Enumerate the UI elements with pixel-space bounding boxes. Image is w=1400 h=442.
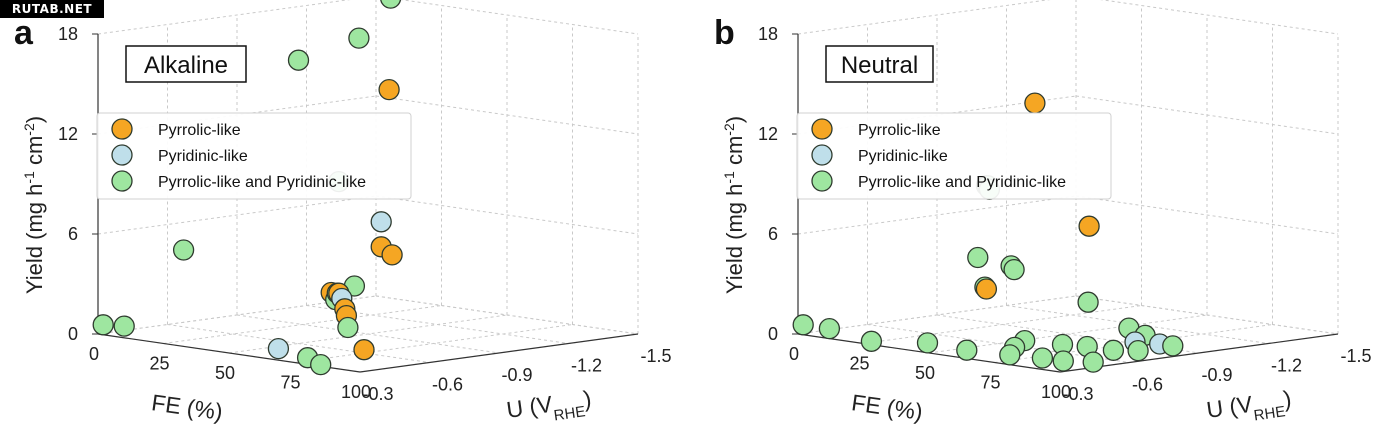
condition-box: Alkaline — [125, 45, 247, 83]
data-point-both — [1003, 258, 1025, 281]
axes — [97, 34, 639, 373]
u-axis-label: U (VRHE) — [1205, 385, 1294, 430]
data-point-both — [818, 317, 841, 340]
u-tick-label: -0.9 — [1201, 365, 1232, 385]
legend-marker-pyrrolic — [111, 118, 133, 140]
yield-tick-label: 18 — [758, 24, 778, 44]
fe-tick-label: 50 — [215, 363, 235, 383]
data-point-pyridinic — [267, 337, 290, 360]
fe-tick-label: 25 — [149, 354, 169, 374]
data-point-pyrrolic — [381, 244, 403, 266]
data-point-both — [113, 315, 135, 337]
data-point-both — [287, 49, 310, 71]
data-point-both — [1082, 351, 1104, 373]
legend: Pyrrolic-like Pyridinic-like Pyrrolic-like… — [96, 112, 412, 200]
legend-marker-pyridinic — [111, 144, 133, 166]
legend-label-pyrrolic: Pyrrolic-like — [158, 122, 241, 139]
fe-tick-label: 100 — [1041, 382, 1071, 402]
fe-tick-label: 50 — [915, 363, 935, 383]
fe-tick-label: 75 — [280, 373, 300, 393]
u-tick-label: -0.6 — [432, 375, 463, 395]
fe-tick-labels: 0 25 50 75 100 — [89, 344, 371, 402]
data-point-both — [792, 314, 814, 336]
legend-marker-both — [811, 170, 833, 192]
legend-label-pyridinic: Pyridinic-like — [158, 148, 248, 165]
legend-marker-pyrrolic — [811, 118, 833, 140]
u-tick-label: -0.3 — [1062, 384, 1093, 404]
fe-tick-label: 100 — [341, 382, 371, 402]
u-tick-label: -0.6 — [1132, 375, 1163, 395]
u-tick-label: -1.2 — [571, 356, 602, 376]
panel-a-chart: 0 6 12 18 0 25 50 75 100-0.3 -0.6 -0.9 -1.2 -1.5 Yiel… — [14, 0, 672, 430]
yield-tick-label: 6 — [68, 224, 78, 244]
data-point-pyrrolic — [378, 78, 400, 101]
data-point-both — [860, 330, 883, 352]
data-point-pyrrolic — [975, 278, 998, 300]
yield-axis-label: Yield (mg h-1 cm-2) — [721, 116, 747, 294]
condition-label: Alkaline — [144, 52, 228, 79]
data-point-both — [967, 246, 989, 269]
yield-tick-label: 0 — [68, 324, 78, 344]
yield-tick-labels: 0 6 12 18 — [758, 24, 798, 344]
u-tick-label: -1.5 — [1340, 346, 1371, 366]
u-tick-label: -1.2 — [1271, 356, 1302, 376]
data-point-both — [999, 344, 1021, 366]
yield-tick-label: 0 — [768, 324, 778, 344]
data-point-pyrrolic — [1078, 215, 1100, 237]
data-point-both — [1127, 339, 1149, 362]
axes — [797, 34, 1339, 373]
data-point-both — [337, 316, 359, 339]
legend-marker-both — [111, 170, 133, 192]
panel-label: b — [714, 14, 735, 52]
data-point-both — [1031, 347, 1054, 369]
condition-box: Neutral — [825, 45, 934, 83]
u-tick-label: -1.5 — [640, 346, 671, 366]
legend-label-both: Pyrrolic-like and Pyridinic-like — [158, 174, 366, 191]
fe-axis-label: FE (%) — [850, 389, 924, 425]
data-point-pyridinic — [370, 211, 392, 233]
fe-axis-label: FE (%) — [150, 389, 224, 425]
fe-tick-labels: 0 25 50 75 100 — [789, 344, 1071, 402]
legend-label-pyridinic: Pyridinic-like — [858, 148, 948, 165]
data-point-both — [92, 314, 114, 336]
data-point-both — [380, 0, 402, 9]
legend: Pyrrolic-like Pyridinic-like Pyrrolic-like… — [796, 112, 1112, 200]
data-point-both — [1077, 291, 1099, 313]
yield-tick-label: 12 — [58, 124, 78, 144]
fe-tick-label: 25 — [849, 354, 869, 374]
yield-axis-label: Yield (mg h-1 cm-2) — [21, 116, 47, 294]
fe-tick-label: 0 — [789, 344, 799, 364]
data-point-pyrrolic — [353, 339, 375, 361]
yield-tick-label: 6 — [768, 224, 778, 244]
data-point-pyrrolic — [1024, 92, 1046, 114]
panel-b-chart: 0 6 12 18 0 25 50 75 100-0.3 -0.6 -0.9 -1.2 -1.5 Yiel… — [714, 0, 1372, 430]
fe-tick-label: 0 — [89, 344, 99, 364]
legend-marker-pyridinic — [811, 144, 833, 166]
panel-label: a — [14, 14, 34, 52]
u-tick-label: -0.9 — [501, 365, 532, 385]
u-tick-labels: -0.3 -0.6 -0.9 -1.2 -1.5 — [1062, 346, 1371, 404]
legend-label-both: Pyrrolic-like and Pyridinic-like — [858, 174, 1066, 191]
data-point-both — [348, 27, 370, 49]
yield-tick-labels: 0 6 12 18 — [58, 24, 98, 344]
data-point-both — [956, 339, 978, 361]
u-tick-label: -0.3 — [362, 384, 393, 404]
u-axis-label: U (VRHE) — [505, 385, 594, 430]
yield-tick-label: 18 — [58, 24, 78, 44]
data-point-both — [1102, 339, 1125, 361]
data-point-both — [310, 353, 332, 376]
data-point-both — [1052, 350, 1074, 372]
fe-tick-label: 75 — [980, 373, 1000, 393]
data-point-both — [1162, 335, 1184, 357]
watermark: RUTAB.NET — [0, 0, 104, 18]
yield-tick-label: 12 — [758, 124, 778, 144]
condition-label: Neutral — [841, 52, 918, 79]
u-tick-labels: -0.3 -0.6 -0.9 -1.2 -1.5 — [362, 346, 671, 404]
data-point-both — [916, 332, 939, 354]
data-point-both — [172, 239, 195, 261]
legend-label-pyrrolic: Pyrrolic-like — [858, 122, 941, 139]
